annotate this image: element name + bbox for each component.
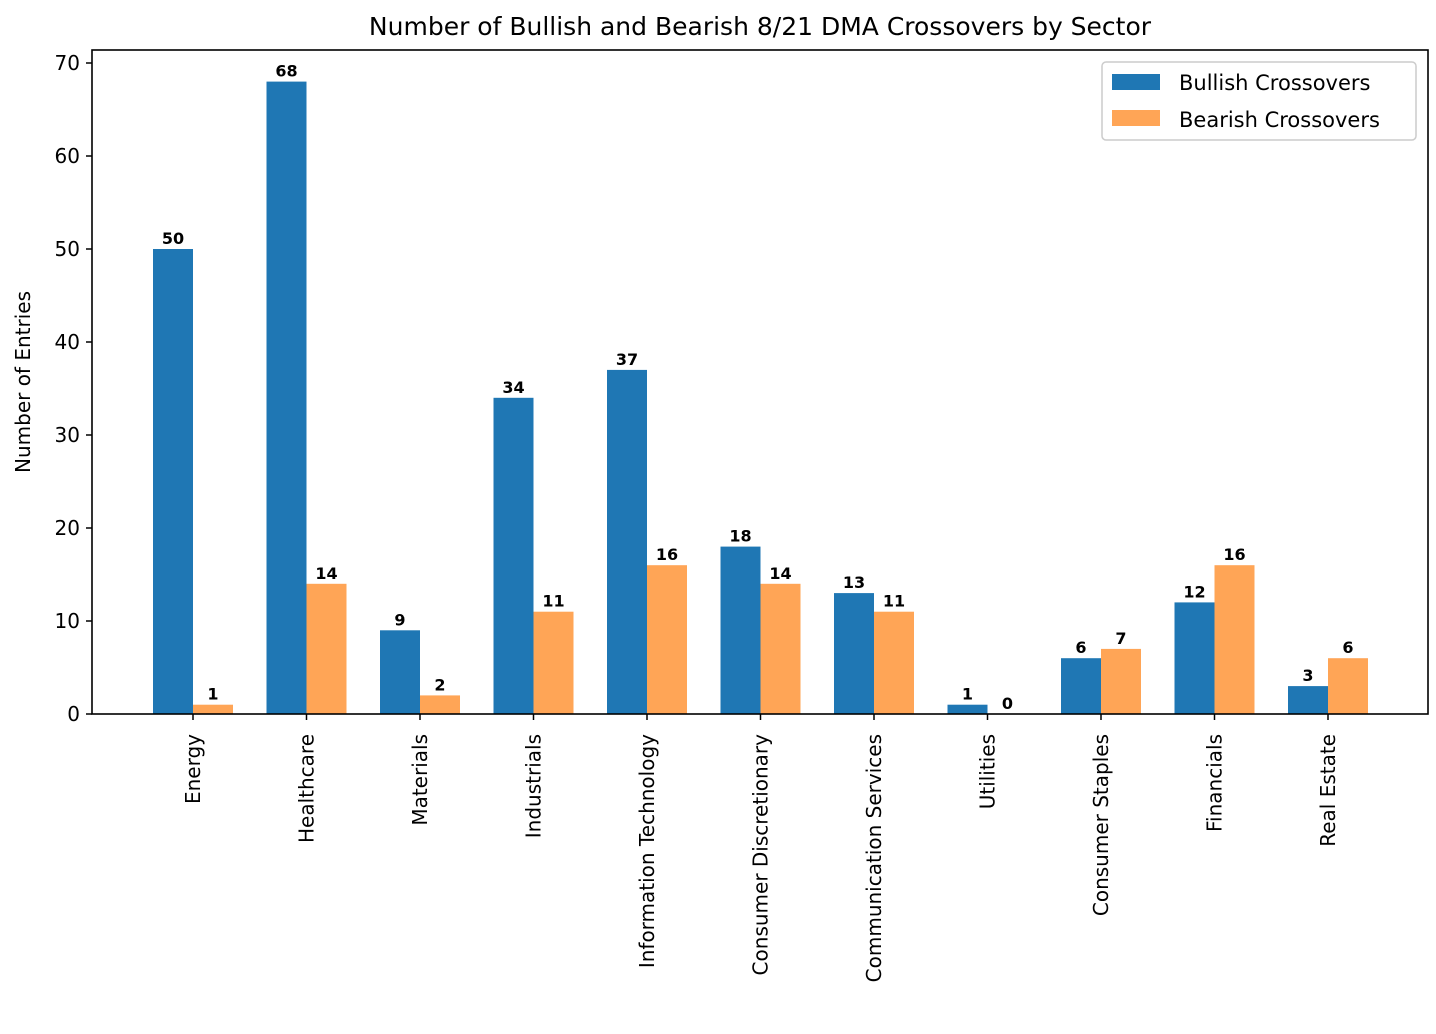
legend-swatch-bearish (1112, 110, 1160, 126)
y-tick-label: 0 (67, 702, 80, 726)
bearish-bar (420, 695, 460, 714)
data-label: 14 (315, 564, 337, 583)
bars (153, 81, 1368, 715)
data-label: 7 (1115, 629, 1126, 648)
bearish-bar (874, 611, 914, 714)
bearish-bar (647, 565, 687, 714)
bearish-bar (760, 583, 801, 714)
data-label: 13 (843, 573, 865, 592)
bearish-bar (1328, 658, 1368, 714)
y-axis-label: Number of Entries (11, 291, 35, 473)
bullish-bar (493, 397, 534, 714)
data-label: 11 (883, 592, 905, 611)
data-label: 6 (1342, 638, 1353, 657)
data-label: 1 (962, 685, 973, 704)
x-tick-label: Healthcare (295, 734, 319, 843)
chart-title: Number of Bullish and Bearish 8/21 DMA C… (369, 12, 1152, 41)
x-tick-label: Communication Services (862, 734, 886, 982)
y-tick-label: 50 (55, 237, 80, 261)
bullish-bar (1288, 686, 1328, 714)
bullish-bar (266, 81, 307, 715)
x-tick-label: Utilities (976, 734, 1000, 809)
y-tick-label: 60 (55, 144, 80, 168)
data-label: 2 (434, 675, 445, 694)
data-label: 16 (656, 545, 678, 564)
data-label: 9 (394, 610, 405, 629)
y-tick-label: 20 (55, 516, 80, 540)
data-label: 37 (616, 350, 638, 369)
legend-label-bearish: Bearish Crossovers (1179, 108, 1380, 132)
data-label: 50 (162, 229, 184, 248)
data-label: 16 (1223, 545, 1245, 564)
y-tick-label: 40 (55, 330, 80, 354)
bullish-bar (153, 249, 193, 714)
bearish-bar (1214, 565, 1255, 714)
y-tick-label: 30 (55, 423, 80, 447)
bearish-bar (1101, 648, 1141, 714)
y-axis-ticks: 0 10 20 30 40 50 60 70 (55, 51, 92, 726)
bearish-bar (533, 611, 574, 714)
bullish-bar (834, 593, 874, 714)
data-label: 34 (502, 378, 524, 397)
bullish-bar (1174, 602, 1215, 714)
x-tick-label: Energy (181, 734, 205, 804)
data-label: 6 (1075, 638, 1086, 657)
data-label: 3 (1302, 666, 1313, 685)
data-label: 12 (1183, 582, 1205, 601)
plot-frame (91, 49, 1429, 715)
data-label: 11 (542, 592, 564, 611)
legend: Bullish Crossovers Bearish Crossovers (1101, 61, 1417, 141)
x-tick-label: Financials (1203, 734, 1227, 832)
legend-label-bullish: Bullish Crossovers (1179, 71, 1370, 95)
legend-swatch-bullish (1112, 74, 1160, 90)
data-label: 1 (207, 685, 218, 704)
x-tick-label: Real Estate (1316, 734, 1340, 847)
data-label: 68 (275, 62, 297, 81)
bearish-bar (306, 583, 347, 714)
bullish-bar (720, 546, 761, 714)
y-tick-label: 70 (55, 51, 80, 75)
data-label: 18 (729, 527, 751, 546)
x-tick-label: Materials (408, 734, 432, 826)
bullish-bar (1061, 658, 1101, 714)
data-label: 0 (1002, 694, 1013, 713)
data-label: 14 (769, 564, 791, 583)
x-tick-label: Consumer Staples (1089, 734, 1113, 916)
bullish-bar (380, 630, 420, 714)
x-tick-label: Industrials (522, 734, 546, 838)
x-axis-ticks: Energy Healthcare Materials Industrials Info… (181, 714, 1340, 982)
bearish-bar (193, 704, 233, 714)
x-tick-label: Information Technology (635, 734, 659, 968)
bullish-bar (947, 704, 988, 714)
x-tick-label: Consumer Discretionary (749, 734, 773, 976)
bullish-bar (607, 369, 647, 714)
y-tick-label: 10 (55, 609, 80, 633)
legend-frame (1101, 61, 1417, 141)
